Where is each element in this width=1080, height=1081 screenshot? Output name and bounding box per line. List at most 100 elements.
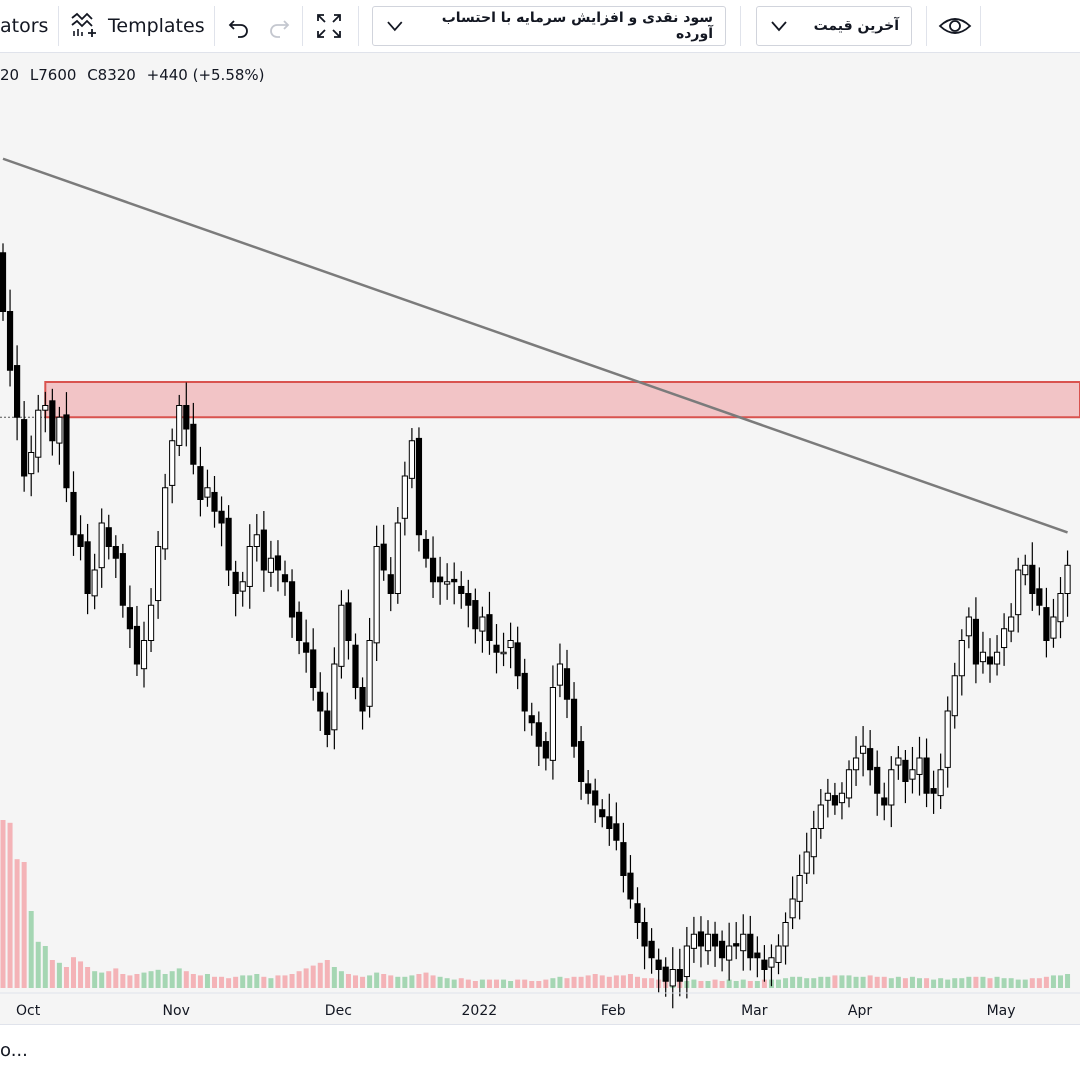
volume-bar [733, 981, 739, 988]
candle [112, 535, 119, 578]
candle [726, 922, 733, 981]
candle [606, 793, 613, 846]
undo-icon [228, 20, 248, 38]
indicator-select[interactable]: سود نقدی و افزایش سرمایه با احتساب آورده [372, 6, 726, 46]
candle [422, 530, 430, 568]
candle [288, 569, 296, 638]
time-axis-label: Nov [163, 1003, 190, 1019]
resistance-zone[interactable] [44, 381, 1080, 419]
candle [824, 778, 831, 818]
legend-low: L7600 [29, 66, 77, 84]
candle [147, 588, 155, 653]
candles [0, 243, 1071, 1009]
volume-bar [134, 974, 140, 988]
candle [570, 682, 578, 758]
volume-bar [726, 979, 732, 988]
candle [458, 571, 465, 609]
volume-bar [275, 975, 281, 988]
volume-bar [804, 978, 810, 988]
candle [63, 392, 70, 503]
volume-bar [522, 979, 528, 988]
volume-bar [240, 975, 246, 988]
candle [133, 605, 141, 676]
visibility-button[interactable] [934, 0, 976, 52]
volume-bar [444, 978, 450, 988]
candle [951, 662, 958, 729]
candle [408, 428, 415, 489]
volume-bar [698, 981, 704, 988]
candle [528, 702, 535, 736]
volume-bar [367, 975, 373, 988]
volume-bar [71, 957, 76, 988]
volume-bar [1050, 975, 1056, 988]
candle [465, 579, 472, 628]
volume-bar [966, 976, 972, 988]
volume-bar [846, 975, 852, 988]
time-axis-label: Apr [848, 1003, 872, 1019]
volume-bar [599, 975, 605, 988]
volume-bar [451, 979, 457, 988]
candle [91, 553, 98, 610]
volume-bar [931, 979, 937, 988]
price-select[interactable]: آخرین قیمت [756, 6, 912, 46]
volume-bar [465, 979, 471, 988]
volume-bar [508, 981, 514, 988]
volume-bar [550, 978, 556, 988]
volume-bar [42, 946, 48, 988]
candle [690, 916, 697, 963]
candle [21, 401, 28, 492]
candle [775, 934, 782, 975]
candle [810, 810, 817, 875]
candle [211, 476, 218, 528]
volume-bar [881, 976, 887, 988]
volume-bar [310, 965, 316, 988]
candle [183, 382, 190, 447]
candle [56, 406, 63, 465]
volume-bar [120, 974, 126, 988]
volume-bar [592, 974, 598, 988]
candle [669, 947, 676, 1009]
candle [507, 622, 514, 669]
candle [274, 540, 282, 592]
volume-bar [169, 971, 175, 988]
indicators-button[interactable]: ators [0, 0, 58, 52]
trendline[interactable] [2, 157, 1068, 534]
candle [444, 563, 451, 600]
volume-bar [261, 976, 267, 988]
candle [479, 606, 486, 653]
candle [253, 514, 260, 562]
bottom-panel [0, 1024, 1080, 1081]
templates-button[interactable]: Templates [66, 0, 212, 52]
volume-bar [204, 974, 210, 988]
candle [310, 628, 317, 701]
candle [140, 621, 148, 688]
volume-bar [1065, 974, 1071, 988]
undo-button[interactable] [224, 0, 254, 52]
volume-bar [345, 974, 351, 988]
volume-bar [360, 976, 366, 988]
volume-bar [268, 978, 274, 988]
candle [867, 730, 874, 786]
volume-bar [162, 974, 168, 988]
candle [592, 778, 599, 823]
volume-bar [867, 975, 873, 988]
candle [782, 912, 789, 965]
chevron-down-icon [387, 21, 403, 32]
volume-bar [627, 974, 633, 988]
candle [1022, 554, 1029, 586]
redo-button[interactable] [264, 0, 294, 52]
price-chart[interactable]: Oct Nov Dec 2022 Feb Mar Apr May [0, 53, 1080, 1023]
volume-bar [1022, 979, 1028, 988]
volume-bar [924, 978, 930, 988]
candle [472, 588, 479, 644]
candle [401, 461, 408, 536]
candle [35, 394, 42, 473]
volume-bar [212, 976, 217, 988]
candle [613, 802, 620, 851]
templates-label: Templates [108, 15, 205, 37]
fullscreen-button[interactable] [312, 0, 346, 52]
candle [803, 832, 810, 884]
candle [42, 391, 49, 433]
candle [627, 855, 634, 909]
volume-bar [529, 981, 535, 988]
